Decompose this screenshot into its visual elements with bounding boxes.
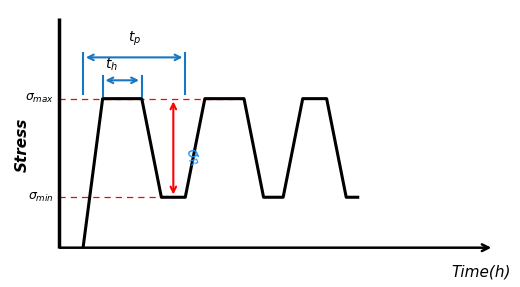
Text: $t_p$: $t_p$ [127, 30, 141, 48]
Text: $\sigma_{min}$: $\sigma_{min}$ [28, 191, 54, 204]
Text: $t_h$: $t_h$ [105, 57, 118, 73]
Text: Time(h): Time(h) [451, 265, 511, 280]
Text: $\sigma_R$: $\sigma_R$ [181, 146, 203, 169]
Text: Stress: Stress [15, 117, 30, 172]
Text: $\sigma_{max}$: $\sigma_{max}$ [25, 92, 54, 105]
